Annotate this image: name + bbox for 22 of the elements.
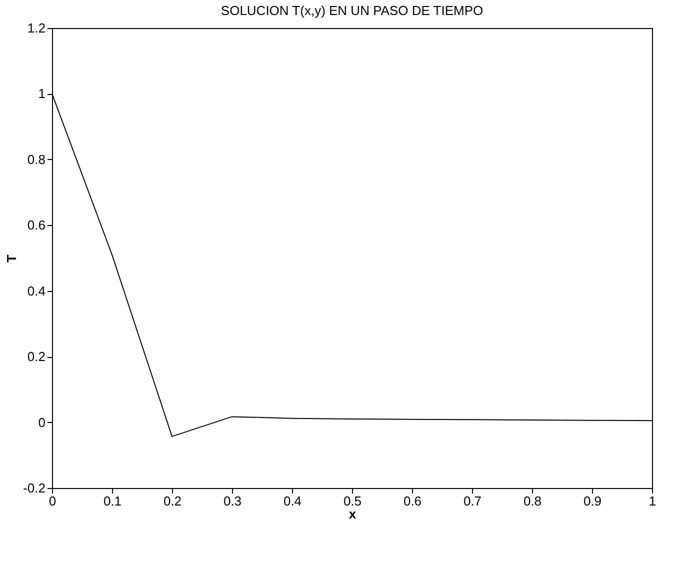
x-tick-label: 0.5: [343, 494, 362, 508]
y-tick-label: 1.2: [27, 20, 46, 36]
chart-title: SOLUCION T(x,y) EN UN PASO DE TIEMPO: [220, 3, 484, 18]
x-tick-label: 0.4: [283, 494, 302, 508]
y-axis-title: T: [4, 254, 20, 262]
y-tick-label: 0: [38, 414, 46, 430]
y-tick-label: 1: [38, 86, 46, 102]
x-tick-label: 0: [48, 494, 56, 508]
x-tick-label: 0.7: [463, 494, 482, 508]
x-tick-label: 0.3: [223, 494, 242, 508]
x-tick-label: 0.2: [163, 494, 182, 508]
y-tick-label: 0.2: [27, 349, 46, 364]
y-tick-label: -0.2: [23, 480, 46, 496]
y-tick-label: 0.4: [27, 283, 46, 298]
y-tick-label: 0.8: [27, 152, 46, 167]
x-tick-label: 0.8: [523, 494, 542, 508]
x-tick-label: 0.9: [583, 494, 602, 508]
x-tick-label: 1: [648, 494, 656, 508]
x-axis-title: x: [348, 506, 357, 522]
x-tick-label: 0.1: [103, 494, 122, 508]
x-tick-label: 0.6: [403, 494, 422, 508]
y-tick-label: 0.6: [27, 218, 46, 233]
